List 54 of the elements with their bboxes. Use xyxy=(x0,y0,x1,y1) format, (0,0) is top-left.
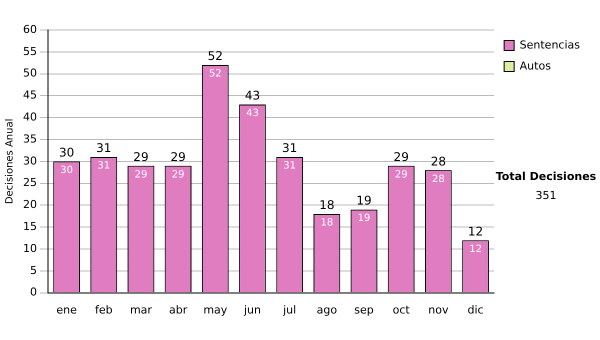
y-tick-label: 40 xyxy=(22,110,37,124)
data-label: 28 xyxy=(432,174,445,185)
y-tick-label: 25 xyxy=(22,176,37,190)
total-label: 29 xyxy=(133,150,149,164)
total-label: 30 xyxy=(58,146,74,160)
y-tick-label: 55 xyxy=(22,44,37,58)
y-tick-label: 20 xyxy=(22,198,37,212)
total-label: 12 xyxy=(468,224,484,238)
data-label: 19 xyxy=(358,213,370,224)
data-label: 29 xyxy=(172,169,184,180)
total-label: 29 xyxy=(170,150,186,164)
data-label: 12 xyxy=(469,244,482,255)
text: 351 xyxy=(534,189,558,202)
total-label: 19 xyxy=(356,194,372,208)
y-tick-label: 60 xyxy=(22,22,37,36)
y-tick-label: 0 xyxy=(30,286,37,299)
x-tick-label: dic xyxy=(468,303,484,316)
y-tick-label: 45 xyxy=(22,88,37,102)
x-tick-label: ago xyxy=(316,303,338,316)
total-label: 28 xyxy=(430,154,446,168)
total-label: 31 xyxy=(96,141,112,156)
x-tick-label: sep xyxy=(354,303,374,316)
total-label: 43 xyxy=(244,88,260,103)
total-label: 52 xyxy=(208,49,223,64)
x-tick-label: jun xyxy=(242,303,262,316)
total-label: 31 xyxy=(282,141,298,156)
data-label: 31 xyxy=(97,160,110,172)
text: Total Decisiones xyxy=(494,170,598,183)
y-tick-label: 50 xyxy=(22,66,37,80)
y-tick-label: 15 xyxy=(22,220,37,233)
data-label: 18 xyxy=(320,218,334,229)
total-label: 29 xyxy=(394,150,409,164)
data-label: 43 xyxy=(246,108,259,120)
y-tick-label: 35 xyxy=(22,132,37,146)
data-label: 52 xyxy=(208,68,222,80)
x-tick-label: ene xyxy=(56,303,78,316)
x-tick-label: feb xyxy=(94,303,113,316)
x-tick-label: nov xyxy=(428,303,449,316)
data-label: 30 xyxy=(60,164,73,176)
data-label: 31 xyxy=(283,160,296,172)
x-tick-label: oct xyxy=(392,303,410,316)
data-label: 29 xyxy=(394,169,408,180)
y-tick-label: 30 xyxy=(22,154,37,168)
x-tick-label: abr xyxy=(169,303,188,316)
legend-label: Autos xyxy=(520,59,552,72)
y-axis-title: Decisiones Anual xyxy=(4,118,16,204)
data-label: 29 xyxy=(134,169,148,180)
x-tick-label: may xyxy=(203,303,228,316)
total-label: 18 xyxy=(319,198,334,212)
legend-label: Sentencias xyxy=(520,38,580,52)
y-tick-label: 10 xyxy=(22,242,37,255)
x-tick-label: mar xyxy=(130,303,152,316)
y-tick-label: 5 xyxy=(30,264,37,277)
x-tick-label: jul xyxy=(282,303,296,316)
